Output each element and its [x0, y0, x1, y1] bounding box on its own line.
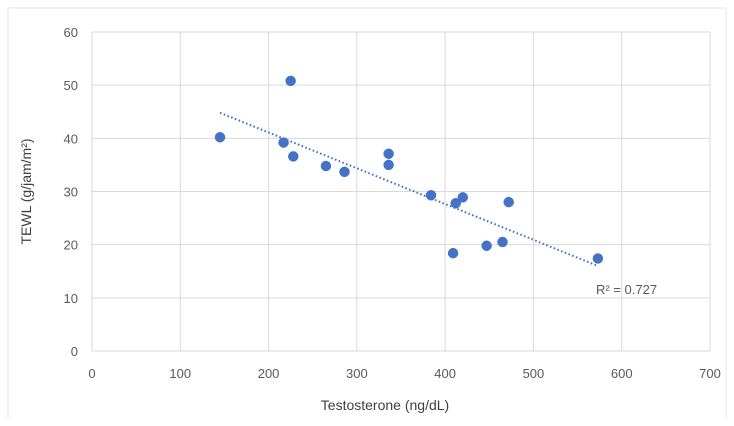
data-points: [214, 75, 604, 264]
grid: [91, 31, 711, 352]
x-tick-label: 100: [169, 366, 191, 381]
y-tick-label: 40: [64, 131, 78, 146]
x-tick-label: 200: [258, 366, 280, 381]
data-point: [481, 240, 492, 251]
data-point: [288, 151, 299, 162]
data-point: [383, 159, 394, 171]
data-point: [592, 253, 604, 264]
y-tick-label: 60: [64, 25, 78, 40]
x-tick-label: 0: [88, 366, 95, 381]
data-point: [425, 189, 437, 201]
x-axis-title: Testosterone (ng/dL): [321, 397, 449, 413]
x-tick-label: 300: [346, 366, 368, 381]
data-point: [285, 75, 296, 87]
y-tick-label: 20: [64, 238, 78, 253]
data-point: [320, 160, 332, 172]
data-point: [457, 192, 469, 203]
y-tick-label: 30: [64, 185, 78, 200]
y-tick-label: 10: [64, 291, 78, 306]
x-tick-label: 500: [523, 366, 545, 381]
x-tick-label: 400: [434, 366, 456, 381]
x-tick-label: 600: [611, 366, 633, 381]
y-axis-title: TEWL (g/jam/m²): [18, 138, 34, 244]
data-point: [214, 132, 226, 143]
data-point: [278, 137, 289, 148]
data-point: [450, 197, 461, 209]
data-point: [447, 247, 459, 259]
y-tick-label: 0: [71, 344, 78, 359]
data-point: [339, 166, 350, 178]
r-squared-label: R² = 0.727: [596, 282, 657, 297]
trendline: [219, 111, 599, 267]
data-point: [383, 148, 394, 160]
tick-labels: 0 100 200 300 400 500 600 700 0 10 20 30 40 50 60: [64, 25, 721, 381]
data-point: [497, 236, 508, 248]
y-tick-label: 50: [64, 78, 78, 93]
data-point: [503, 196, 514, 208]
x-tick-label: 700: [699, 366, 721, 381]
